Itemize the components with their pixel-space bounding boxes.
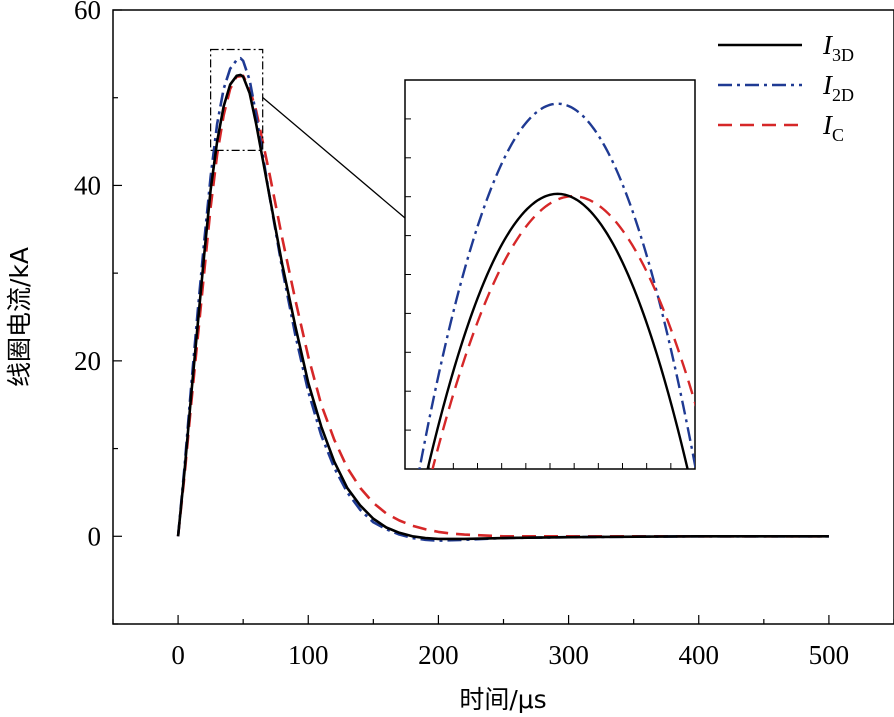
inset-line-IC <box>431 195 695 469</box>
legend-label-I3D: I3D <box>822 30 854 65</box>
y-tick-label: 40 <box>74 170 101 200</box>
inset-line-I3D <box>426 192 689 469</box>
inset-line-I2D <box>418 102 695 469</box>
x-tick-label: 400 <box>679 640 720 670</box>
series-line-IC <box>176 74 829 538</box>
series-line-I3D <box>176 73 829 541</box>
y-axis-title: 线圈电流/kA <box>5 247 34 387</box>
inset-ticks <box>405 118 672 469</box>
y-tick-label: 20 <box>74 346 101 376</box>
legend-label-I2D: I2D <box>822 70 854 105</box>
x-axis-ticks: 0 100 200 300 400 500 <box>112 615 894 670</box>
y-tick-label: 0 <box>88 521 102 551</box>
inset-series-group <box>418 102 695 469</box>
main-series-group <box>176 56 829 542</box>
x-tick-label: 300 <box>548 640 589 670</box>
legend-label-IC: IC <box>822 110 844 145</box>
zoom-connector-line <box>262 96 406 219</box>
series-line-I2D <box>176 56 829 542</box>
legend: I3D I2D IC <box>718 30 854 145</box>
zoom-region-marker <box>210 48 264 151</box>
y-axis-ticks: 0 20 40 60 <box>74 0 122 625</box>
y-tick-label: 60 <box>74 0 101 25</box>
x-tick-label: 0 <box>171 640 185 670</box>
x-axis-title: 时间/μs <box>459 685 546 714</box>
x-tick-label: 500 <box>809 640 850 670</box>
inset-frame <box>404 79 696 470</box>
x-tick-label: 200 <box>418 640 459 670</box>
x-tick-label: 100 <box>288 640 329 670</box>
